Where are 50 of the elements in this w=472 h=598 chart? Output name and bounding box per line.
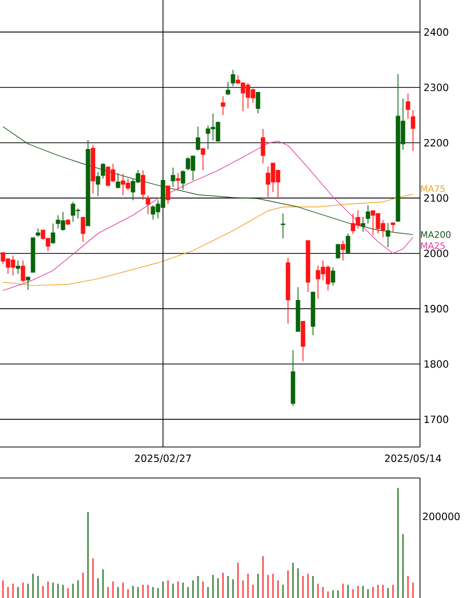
x-tick-label: 2025/02/27 [135, 454, 191, 463]
candlestick [220, 96, 226, 116]
candlestick [360, 216, 366, 232]
candlestick [290, 350, 296, 406]
text: 200000 [423, 512, 460, 520]
series-label: MA25 [421, 242, 445, 250]
candlestick [90, 144, 96, 194]
candlestick [226, 81, 230, 96]
candlestick [300, 321, 306, 362]
y-tick-label: 2100 [424, 194, 448, 202]
candlestick [50, 223, 56, 244]
candlestick [296, 286, 300, 332]
candlestick [26, 276, 30, 290]
y-tick-label: 2000 [424, 250, 448, 258]
candlestick [180, 170, 186, 190]
candlestick [196, 126, 200, 151]
candlestick [16, 260, 20, 274]
y-tick-label: 1800 [424, 360, 448, 368]
line-series [2, 140, 414, 291]
candlestick [170, 167, 176, 188]
y-tick-label: 2300 [424, 84, 448, 92]
candlestick [330, 266, 336, 286]
candlestick [286, 257, 290, 324]
line-series [2, 194, 414, 286]
candlestick [176, 172, 180, 191]
candlestick [36, 228, 40, 238]
line-series [2, 126, 414, 235]
candlestick [140, 170, 146, 200]
candlestick [406, 93, 410, 120]
candlestick [20, 260, 26, 283]
candlestick [410, 110, 416, 152]
y-tick-label: 1900 [424, 304, 448, 312]
candlestick [230, 69, 236, 87]
y-tick-label: 2200 [424, 138, 448, 146]
y-tick-label: 1700 [424, 416, 448, 424]
candlestick [96, 172, 100, 197]
candlestick [366, 204, 370, 224]
candlestick [80, 217, 86, 242]
y-tick-label: 2400 [424, 28, 448, 36]
series-label: MA75 [421, 185, 445, 192]
candlestick [200, 147, 206, 171]
series-label: MA200 [421, 231, 451, 238]
candlestick [116, 172, 120, 190]
candlestick [280, 213, 286, 239]
candlestick [146, 194, 150, 214]
candlestick [260, 128, 266, 164]
candlestick [386, 222, 390, 248]
x-tick-label: 2025/05/14 [385, 454, 442, 463]
candlestick [390, 222, 396, 232]
candlestick [340, 240, 346, 261]
